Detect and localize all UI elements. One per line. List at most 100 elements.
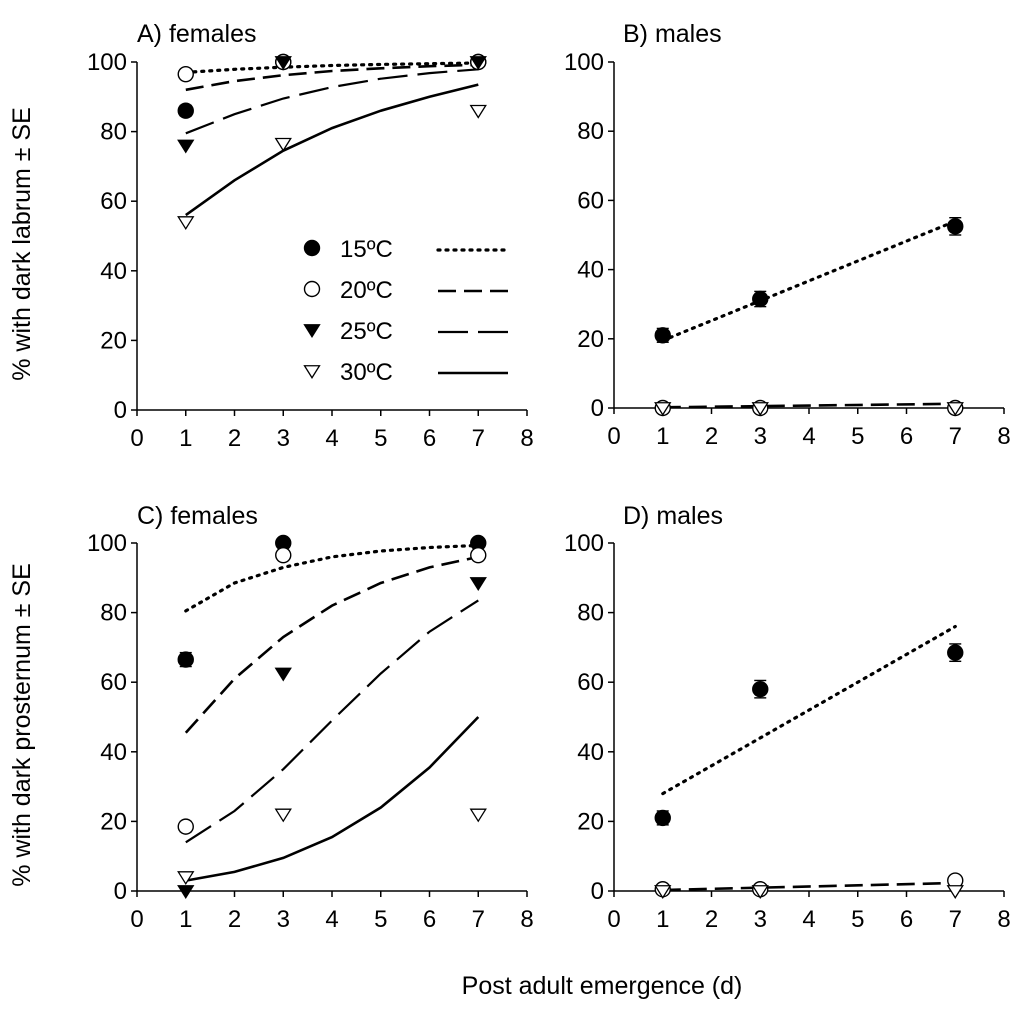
y-tick-label: 0 [591, 395, 604, 422]
y-tick-label: 0 [591, 878, 604, 905]
y-tick-label: 40 [100, 739, 127, 766]
fit-line-15c [184, 61, 480, 74]
x-tick-label: 3 [754, 423, 767, 450]
y-tick-label: 100 [87, 49, 127, 76]
y-tick-label: 20 [100, 808, 127, 835]
y-tick-label: 0 [114, 397, 127, 424]
data-point-15c [177, 102, 194, 119]
data-point-30c [469, 104, 487, 119]
fit-line-30c [185, 83, 479, 217]
data-point-15c [654, 809, 671, 827]
x-tick-label: 2 [705, 423, 718, 450]
y-tick-label: 100 [564, 530, 604, 557]
x-tick-label: 5 [374, 425, 387, 452]
x-axis-label: Post adult emergence (d) [462, 972, 743, 1000]
data-point-20c [177, 818, 194, 835]
x-tick-label: 7 [949, 423, 962, 450]
data-point-15c [947, 218, 964, 235]
x-tick-label: 8 [997, 423, 1010, 450]
panel-title: B) males [623, 20, 722, 48]
data-point-15c [654, 327, 671, 344]
x-tick-label: 7 [949, 906, 962, 933]
legend-marker [303, 324, 321, 338]
legend-label: 15ºC [340, 236, 393, 263]
x-tick-label: 2 [705, 906, 718, 933]
y-tick-label: 20 [577, 808, 604, 835]
fit-line-20c [662, 881, 956, 892]
y-tick-label: 20 [577, 326, 604, 353]
x-tick-label: 6 [423, 906, 436, 933]
legend-label: 30ºC [340, 359, 393, 386]
data-point-30c [469, 808, 487, 823]
data-point-30c [751, 402, 769, 416]
y-tick-label: 20 [100, 327, 127, 354]
y-tick-label: 80 [577, 600, 604, 627]
x-tick-label: 4 [325, 906, 338, 933]
data-point-30c [946, 402, 964, 416]
x-tick-label: 1 [656, 906, 669, 933]
data-point-15c [947, 644, 964, 661]
data-point-15c [752, 290, 769, 308]
x-tick-label: 6 [900, 906, 913, 933]
data-point-30c [654, 402, 672, 416]
fit-line-20c [184, 555, 479, 734]
x-tick-label: 2 [228, 906, 241, 933]
panel-d: 0 20 40 60 80 100 0 1 2 3 4 5 6 7 8 D) males [564, 502, 1011, 933]
y-tick-label: 40 [577, 257, 604, 284]
panel-b: 0 20 40 60 80 100 0 1 2 3 4 5 6 7 8 B) males [564, 20, 1011, 450]
x-tick-label: 4 [802, 906, 815, 933]
y-tick-label: 100 [564, 49, 604, 76]
fit-line-25c [185, 68, 479, 135]
y-tick-label: 60 [577, 187, 604, 214]
y-tick-label: 80 [100, 600, 127, 627]
x-tick-label: 3 [277, 906, 290, 933]
fit-line-15c [184, 543, 480, 613]
x-tick-label: 4 [802, 423, 815, 450]
data-point-25c [177, 885, 195, 899]
fit-line-15c [661, 624, 957, 796]
x-tick-label: 0 [607, 906, 620, 933]
fit-line-20c [185, 63, 479, 92]
x-tick-label: 6 [423, 425, 436, 452]
x-tick-label: 1 [179, 906, 192, 933]
y-tick-label: 100 [87, 530, 127, 557]
data-point-30c [751, 885, 769, 899]
data-point-25c [177, 139, 195, 154]
y-tick-label: 40 [577, 739, 604, 766]
data-point-20c [470, 546, 487, 564]
data-point-20c [275, 546, 292, 564]
panel-title: D) males [623, 502, 723, 530]
y-tick-label: 0 [114, 878, 127, 905]
panel-title: C) females [137, 502, 258, 530]
x-tick-label: 4 [325, 425, 338, 452]
legend-marker [303, 239, 321, 257]
x-tick-label: 2 [228, 425, 241, 452]
x-tick-label: 8 [520, 906, 533, 933]
data-point-15c [177, 651, 194, 668]
panel-title: A) females [137, 20, 256, 48]
y-axis-label: % with dark prosternum ± SE [8, 563, 36, 887]
x-tick-label: 5 [851, 906, 864, 933]
x-tick-label: 7 [472, 906, 485, 933]
legend: 15ºC 20ºC 25ºC 30ºC [303, 236, 510, 386]
x-tick-label: 5 [374, 906, 387, 933]
x-tick-label: 0 [607, 423, 620, 450]
panel-a: 0 20 40 60 80 100 0 1 2 3 4 5 6 7 8 A) females % with da… [8, 20, 534, 452]
data-point-25c [274, 56, 292, 70]
legend-marker [303, 365, 321, 379]
x-tick-label: 5 [851, 423, 864, 450]
data-point-30c [654, 885, 672, 899]
legend-label: 25ºC [340, 318, 393, 345]
y-tick-label: 60 [577, 669, 604, 696]
data-point-25c [469, 577, 487, 591]
x-tick-label: 8 [997, 906, 1010, 933]
panel-c: 0 20 40 60 80 100 0 1 2 3 4 5 6 7 8 C) females % with da… [8, 502, 534, 933]
data-point-30c [946, 885, 964, 899]
legend-label: 20ºC [340, 277, 393, 304]
data-point-20c [177, 65, 194, 83]
data-point-30c [274, 137, 292, 152]
fit-line-30c [185, 716, 480, 882]
